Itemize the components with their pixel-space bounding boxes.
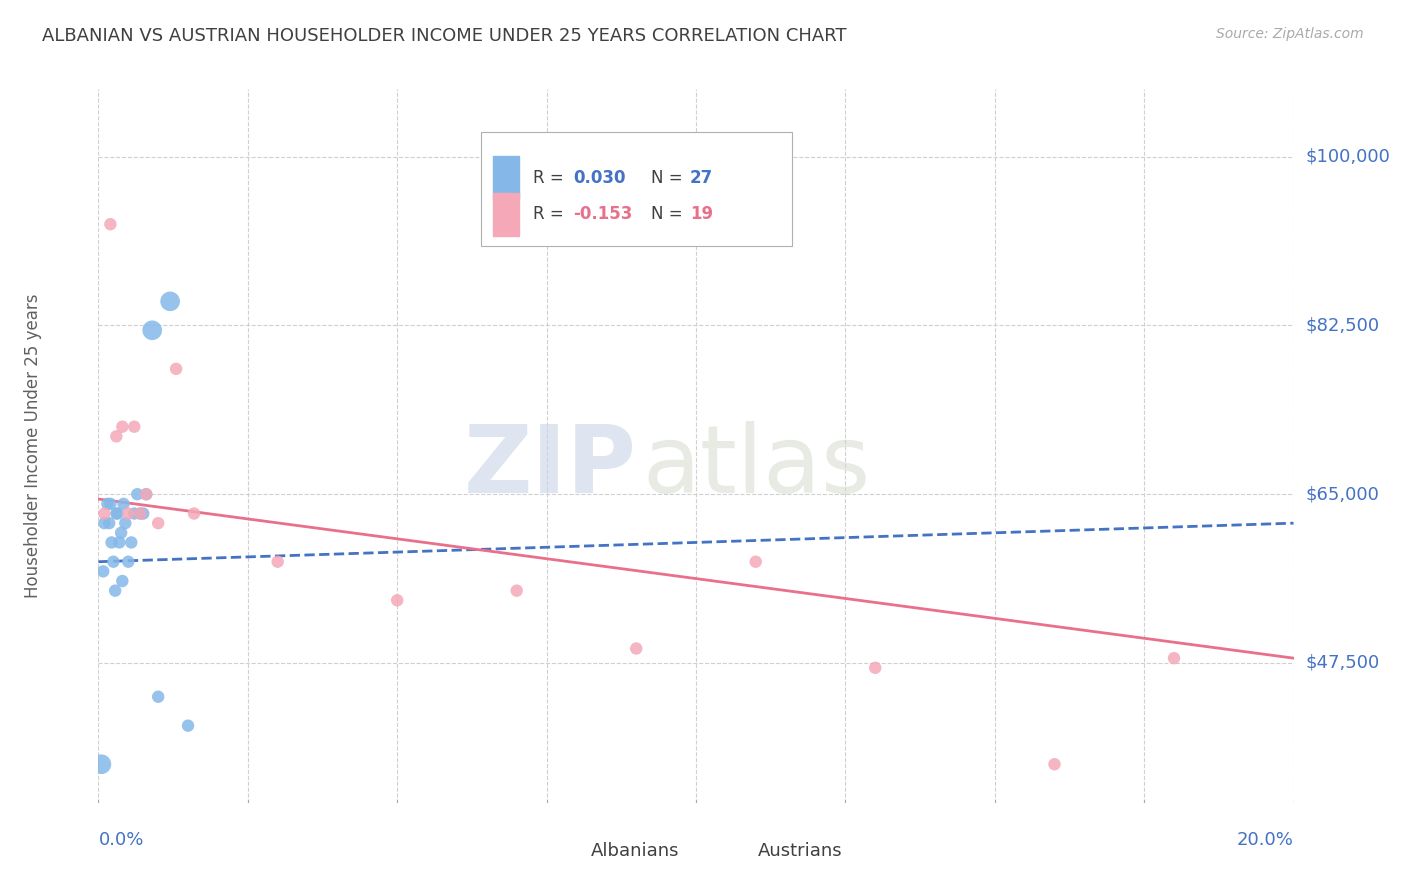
Point xyxy=(110,525,132,540)
Point xyxy=(1163,651,1185,665)
Text: 0.030: 0.030 xyxy=(572,169,626,186)
Point xyxy=(105,429,128,443)
Text: Householder Income Under 25 years: Householder Income Under 25 years xyxy=(24,293,42,599)
Point xyxy=(117,555,139,569)
Text: Albanians: Albanians xyxy=(591,842,679,860)
Point xyxy=(93,516,115,530)
Text: ALBANIAN VS AUSTRIAN HOUSEHOLDER INCOME UNDER 25 YEARS CORRELATION CHART: ALBANIAN VS AUSTRIAN HOUSEHOLDER INCOME … xyxy=(42,27,846,45)
Text: 20.0%: 20.0% xyxy=(1237,831,1294,849)
Text: 0.0%: 0.0% xyxy=(98,831,143,849)
Point xyxy=(103,555,125,569)
Point xyxy=(148,516,170,530)
Bar xyxy=(553,838,579,863)
Point xyxy=(108,535,131,549)
Point xyxy=(129,507,152,521)
Point xyxy=(104,583,127,598)
Point xyxy=(111,574,134,588)
Text: atlas: atlas xyxy=(643,421,870,514)
Text: 19: 19 xyxy=(690,205,713,223)
FancyBboxPatch shape xyxy=(481,132,792,246)
Point xyxy=(177,719,200,733)
Point xyxy=(90,757,112,772)
Point xyxy=(159,294,181,309)
Text: $65,000: $65,000 xyxy=(1305,485,1379,503)
Bar xyxy=(720,838,747,863)
Point xyxy=(165,362,187,376)
Text: -0.153: -0.153 xyxy=(572,205,633,223)
Point xyxy=(98,217,122,231)
Text: $47,500: $47,500 xyxy=(1305,654,1379,672)
Text: N =: N = xyxy=(651,205,688,223)
Point xyxy=(98,497,122,511)
Point xyxy=(127,487,149,501)
Point xyxy=(93,507,115,521)
Text: Austrians: Austrians xyxy=(758,842,842,860)
Point xyxy=(624,641,647,656)
Point xyxy=(98,516,121,530)
Point xyxy=(132,507,155,521)
Point xyxy=(267,555,290,569)
Text: $100,000: $100,000 xyxy=(1305,148,1391,166)
Point xyxy=(111,419,134,434)
Text: ZIP: ZIP xyxy=(464,421,636,514)
Point xyxy=(506,583,529,598)
Point xyxy=(114,516,136,530)
Bar xyxy=(494,193,519,235)
Bar xyxy=(494,156,519,199)
Point xyxy=(135,487,157,501)
Point xyxy=(1043,757,1066,772)
Point xyxy=(124,507,146,521)
Point xyxy=(96,497,118,511)
Point xyxy=(105,507,128,521)
Text: R =: R = xyxy=(533,169,569,186)
Point xyxy=(100,535,122,549)
Text: R =: R = xyxy=(533,205,569,223)
Point xyxy=(183,507,205,521)
Point xyxy=(117,507,139,521)
Point xyxy=(124,419,146,434)
Point xyxy=(865,661,887,675)
Point xyxy=(112,497,135,511)
Text: $82,500: $82,500 xyxy=(1305,317,1379,334)
Point xyxy=(135,487,157,501)
Point xyxy=(745,555,768,569)
Text: Source: ZipAtlas.com: Source: ZipAtlas.com xyxy=(1216,27,1364,41)
Text: N =: N = xyxy=(651,169,688,186)
Point xyxy=(91,565,114,579)
Point xyxy=(107,507,129,521)
Point xyxy=(120,535,142,549)
Text: 27: 27 xyxy=(690,169,713,186)
Point xyxy=(129,507,152,521)
Point xyxy=(385,593,409,607)
Point xyxy=(141,323,163,337)
Point xyxy=(148,690,170,704)
